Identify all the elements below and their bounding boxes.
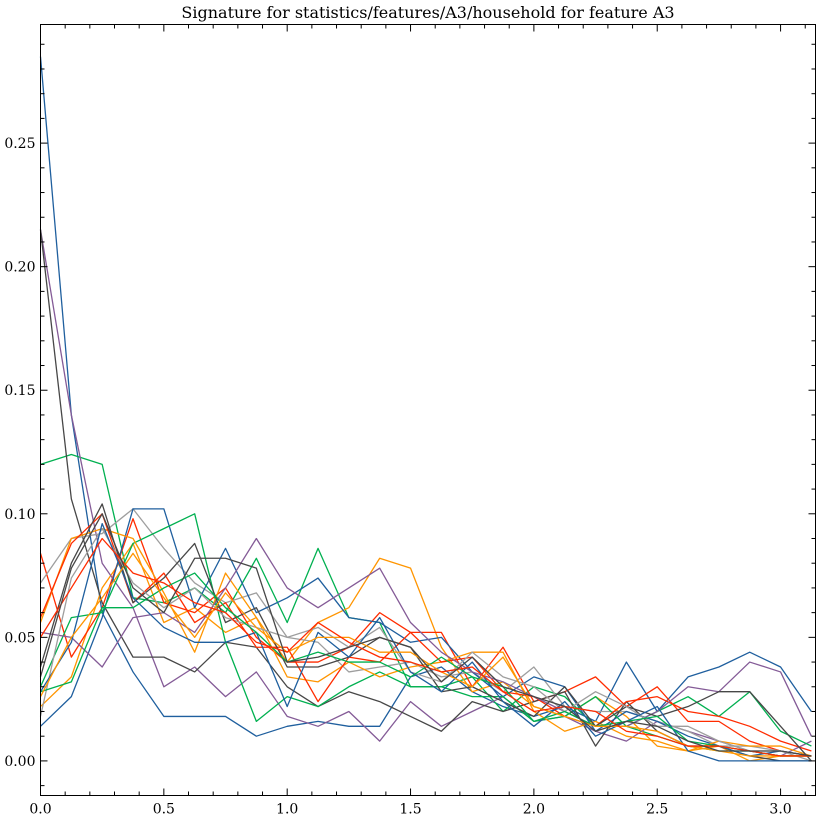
- series-line-18: [39, 537, 812, 757]
- series-line-15: [39, 523, 812, 762]
- series-line-2: [40, 453, 812, 757]
- series-line-11: [39, 513, 812, 752]
- y-tick-label: 0.05: [4, 630, 35, 646]
- series-line-1: [39, 56, 812, 737]
- series-layer: [39, 56, 812, 762]
- x-tick-label: 0.0: [29, 802, 51, 818]
- series-line-3: [40, 542, 812, 762]
- series-line-9: [39, 513, 812, 747]
- y-tick-label: 0.15: [4, 383, 35, 399]
- axes-frame: [40, 24, 816, 796]
- tick-labels-layer: 0.0 0.5 1.0 1.5 2.0 2.5 3.0 0.00 0.05 0.10 0.15 0.2…: [4, 136, 791, 817]
- y-tick-label: 0.25: [4, 136, 35, 152]
- x-tick-label: 1.5: [399, 802, 421, 818]
- ticks-layer: [40, 24, 816, 796]
- y-tick-label: 0.00: [4, 754, 35, 770]
- x-tick-label: 3.0: [769, 802, 791, 818]
- x-tick-label: 1.0: [276, 802, 298, 818]
- y-tick-label: 0.20: [4, 260, 35, 276]
- chart-title: Signature for statistics/features/A3/hou…: [181, 3, 674, 22]
- series-line-13: [39, 503, 812, 762]
- x-tick-label: 0.5: [153, 802, 175, 818]
- series-line-14: [39, 527, 812, 762]
- x-tick-label: 2.0: [523, 802, 545, 818]
- series-line-8: [40, 508, 812, 757]
- series-line-12: [40, 537, 812, 737]
- series-line-19: [39, 513, 812, 757]
- y-tick-label: 0.10: [4, 507, 35, 523]
- x-tick-label: 2.5: [646, 802, 668, 818]
